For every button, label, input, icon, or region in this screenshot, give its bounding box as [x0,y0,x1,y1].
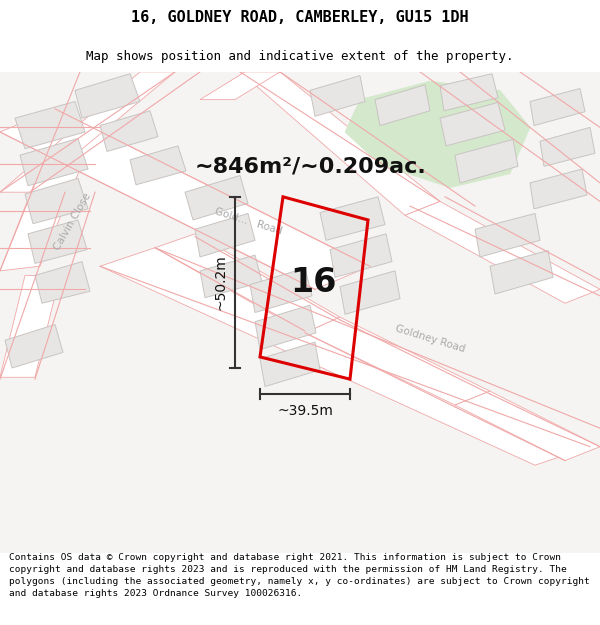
Polygon shape [185,176,248,220]
Text: ~846m²/~0.209ac.: ~846m²/~0.209ac. [195,156,427,176]
Polygon shape [0,72,175,192]
Polygon shape [260,342,320,386]
Text: ~50.2m: ~50.2m [214,254,228,310]
Polygon shape [540,127,595,166]
Polygon shape [100,111,158,151]
Polygon shape [15,101,85,149]
Text: Gold...   Road: Gold... Road [213,207,283,237]
Text: Goldney Road: Goldney Road [394,323,466,354]
Polygon shape [345,81,530,188]
Polygon shape [0,109,370,289]
Polygon shape [200,255,262,298]
Text: Map shows position and indicative extent of the property.: Map shows position and indicative extent… [86,49,514,62]
Polygon shape [530,89,585,126]
Polygon shape [28,220,87,264]
Polygon shape [75,74,140,118]
Polygon shape [100,248,590,465]
Polygon shape [25,178,88,224]
Polygon shape [405,201,600,303]
Polygon shape [530,169,587,209]
Polygon shape [305,317,490,405]
Polygon shape [455,139,518,183]
Polygon shape [35,262,90,303]
Polygon shape [375,85,430,126]
Polygon shape [310,76,365,116]
Polygon shape [250,268,312,312]
Polygon shape [475,214,540,257]
Polygon shape [0,169,80,271]
Polygon shape [0,72,600,553]
Text: Calvin Close: Calvin Close [52,191,92,252]
Polygon shape [455,391,600,461]
Polygon shape [130,146,186,185]
Polygon shape [330,234,392,278]
Polygon shape [240,72,440,216]
Polygon shape [0,276,60,378]
Polygon shape [490,251,553,294]
Polygon shape [320,197,385,240]
Text: Contains OS data © Crown copyright and database right 2021. This information is : Contains OS data © Crown copyright and d… [9,553,590,598]
Polygon shape [340,271,400,314]
Text: 16: 16 [290,266,336,299]
Polygon shape [440,74,498,111]
Text: 16, GOLDNEY ROAD, CAMBERLEY, GU15 1DH: 16, GOLDNEY ROAD, CAMBERLEY, GU15 1DH [131,11,469,26]
Polygon shape [155,234,340,333]
Text: ~39.5m: ~39.5m [277,404,333,418]
Polygon shape [200,72,280,99]
Polygon shape [20,139,88,186]
Polygon shape [255,305,316,349]
Polygon shape [5,324,63,368]
Polygon shape [195,214,255,257]
Polygon shape [440,102,505,146]
